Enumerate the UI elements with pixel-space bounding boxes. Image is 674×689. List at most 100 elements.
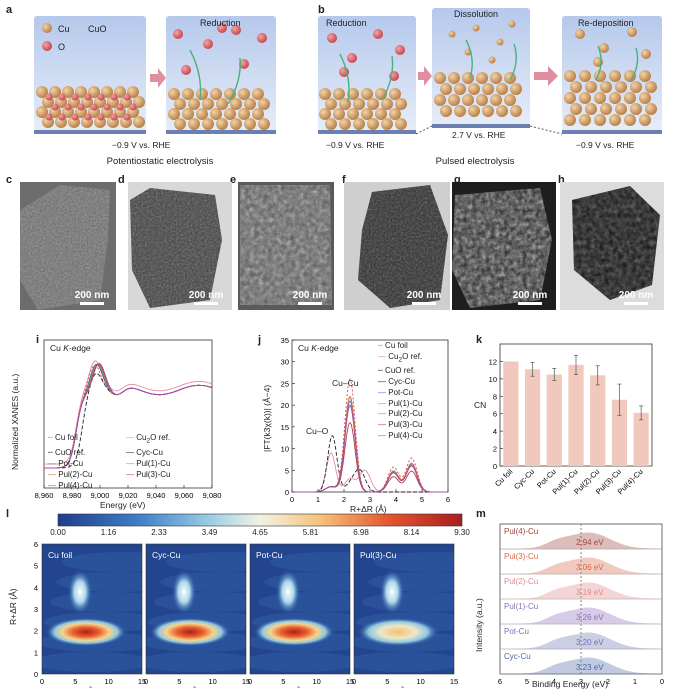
voltage-b2: 2.7 V vs. RHE (452, 130, 506, 140)
copper-atom (88, 86, 100, 98)
copper-atom (599, 43, 609, 53)
chart-j-tick-label: 4 (394, 495, 398, 504)
copper-atom (570, 103, 582, 115)
copper-atom (381, 118, 393, 130)
oxygen-atom (84, 93, 92, 101)
main-peak (358, 618, 438, 646)
arrow-icon (150, 68, 166, 88)
copper-atom (641, 49, 651, 59)
copper-atom (570, 81, 582, 93)
panel-label-e: e (230, 174, 237, 186)
copper-atom (615, 103, 627, 115)
xanes-curve (44, 363, 213, 469)
bar (633, 412, 649, 466)
chart-j-tick-label: 20 (281, 401, 289, 410)
copper-atom (101, 86, 113, 98)
chart-j-frame (291, 339, 449, 493)
chart-m-tick-label: 0 (660, 677, 664, 686)
chart-j-tick-label: 0 (290, 495, 294, 504)
main-peak (150, 618, 230, 646)
copper-atom (353, 118, 365, 130)
chart-i-tick-label: 9,080 (203, 491, 222, 500)
copper-atom (133, 116, 145, 128)
oxygen-atom (58, 93, 66, 101)
chart-i-tick-label: 8,980 (63, 491, 82, 500)
chart-l-maps: 051015k (Å−1)051015k (Å−1)051015k (Å−1)0… (34, 540, 458, 688)
copper-atom (624, 114, 636, 126)
copper-atom (448, 30, 456, 38)
copper-atom (389, 88, 401, 100)
copper-atom (645, 81, 657, 93)
copper-atom (188, 98, 200, 110)
copper-atom (252, 88, 264, 100)
chart-l-tick-label: 10 (416, 677, 424, 686)
oxygen-atom (373, 29, 383, 39)
chart-m-tick-label: 6 (498, 677, 502, 686)
copper-atom (624, 92, 636, 104)
chart-k-tick-label: 12 (489, 357, 497, 366)
copper-atom (395, 118, 407, 130)
spectrum-value: 3.06 eV (576, 562, 604, 572)
chart-j-tick-label: 15 (281, 423, 289, 432)
chart-l-tick-label: 5 (73, 677, 77, 686)
copper-atom (174, 118, 186, 130)
copper-atom (609, 70, 621, 82)
scale-bar-h: 200 nm (614, 290, 658, 305)
wavelet-map-title: Pul(3)-Cu (360, 550, 397, 560)
copper-atom (434, 72, 446, 84)
copper-atom (381, 98, 393, 110)
copper-atom (325, 98, 337, 110)
copper-atom (361, 108, 373, 120)
bar (503, 361, 519, 466)
copper-atom (579, 70, 591, 82)
spectrum (500, 607, 662, 625)
flow-arrow-icon (465, 39, 473, 79)
colorbar-tick-label: 4.65 (252, 528, 268, 537)
chart-i-legend: ┈ Cu foil — Cu2O ref. ╌ CuO ref. — Cyc-Cu … (48, 433, 171, 490)
chart-i-title: Cu K-edge (50, 343, 91, 353)
copper-atom (510, 83, 522, 95)
panel-label-c: c (6, 174, 13, 186)
chart-i-tick-label: 8,960 (35, 491, 54, 500)
copper-atom (202, 118, 214, 130)
chart-l-tick-label: 0 (352, 677, 356, 686)
copper-atom (353, 98, 365, 110)
xanes-curve (44, 360, 213, 465)
spectrum (500, 582, 662, 600)
oxygen-atom (71, 93, 79, 101)
dissolution-label: Dissolution (454, 9, 499, 19)
spectrum-value: 3.23 eV (576, 662, 604, 672)
chart-j-ylabel: |FT(k3χ(k))| (Å−4) (262, 384, 272, 452)
oxygen-atom (231, 25, 241, 35)
chart-j-xlabel: R+ΔR (Å) (350, 504, 387, 514)
charts-lm-svg: 051015k (Å−1)051015k (Å−1)051015k (Å−1)0… (34, 513, 664, 688)
copper-atom (395, 98, 407, 110)
chart-m-tick-label: 3 (579, 677, 583, 686)
copper-atom (609, 114, 621, 126)
spectrum-name: Pul(3)-Cu (504, 552, 539, 561)
colorbar-tick-label: 9.30 (454, 528, 470, 537)
caption-potentiostatic: Potentiostatic electrolysis (106, 156, 214, 167)
oxygen-atom (203, 39, 213, 49)
copper-atom (36, 106, 48, 118)
copper-atom (101, 106, 113, 118)
copper-atom (42, 23, 52, 33)
copper-atom (230, 98, 242, 110)
copper-atom (468, 83, 480, 95)
flow-arrow-icon (629, 47, 639, 83)
flow-arrow-icon (381, 55, 394, 101)
chart-l-tick-label: 1 (34, 648, 38, 657)
scale-bar-c: 200 nm (70, 290, 114, 305)
voltage-a: −0.9 V vs. RHE (112, 140, 171, 150)
chart-k-ylabel: CN (474, 400, 487, 410)
copper-atom (609, 92, 621, 104)
panel-label-i: i (36, 334, 40, 346)
copper-atom (448, 72, 460, 84)
chart-l-tick-label: 15 (138, 677, 146, 686)
wavelet-map (250, 544, 350, 674)
chart-l-tick-label: 15 (242, 677, 250, 686)
oxygen-atom (97, 93, 105, 101)
copper-atom (216, 118, 228, 130)
scale-bar-d: 200 nm (184, 290, 228, 305)
copper-atom (258, 98, 270, 110)
